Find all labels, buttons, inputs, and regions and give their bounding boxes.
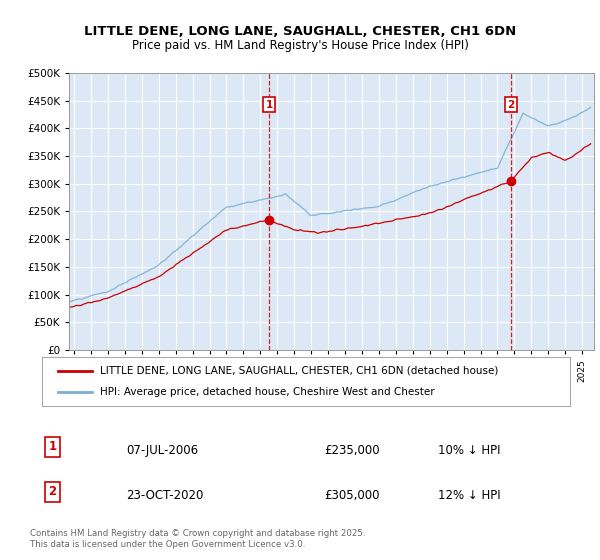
Text: 23-OCT-2020: 23-OCT-2020 [126, 489, 203, 502]
Text: LITTLE DENE, LONG LANE, SAUGHALL, CHESTER, CH1 6DN (detached house): LITTLE DENE, LONG LANE, SAUGHALL, CHESTE… [100, 366, 499, 376]
Text: £235,000: £235,000 [324, 444, 380, 458]
Text: 2: 2 [49, 485, 56, 498]
Text: LITTLE DENE, LONG LANE, SAUGHALL, CHESTER, CH1 6DN: LITTLE DENE, LONG LANE, SAUGHALL, CHESTE… [84, 25, 516, 39]
Text: 1: 1 [266, 100, 273, 110]
Text: 1: 1 [49, 440, 56, 454]
Text: 07-JUL-2006: 07-JUL-2006 [126, 444, 198, 458]
Text: 2: 2 [508, 100, 515, 110]
Text: 10% ↓ HPI: 10% ↓ HPI [438, 444, 500, 458]
Text: Price paid vs. HM Land Registry's House Price Index (HPI): Price paid vs. HM Land Registry's House … [131, 39, 469, 53]
Text: Contains HM Land Registry data © Crown copyright and database right 2025.
This d: Contains HM Land Registry data © Crown c… [30, 529, 365, 549]
Text: HPI: Average price, detached house, Cheshire West and Chester: HPI: Average price, detached house, Ches… [100, 387, 435, 397]
Text: 12% ↓ HPI: 12% ↓ HPI [438, 489, 500, 502]
Text: £305,000: £305,000 [324, 489, 380, 502]
